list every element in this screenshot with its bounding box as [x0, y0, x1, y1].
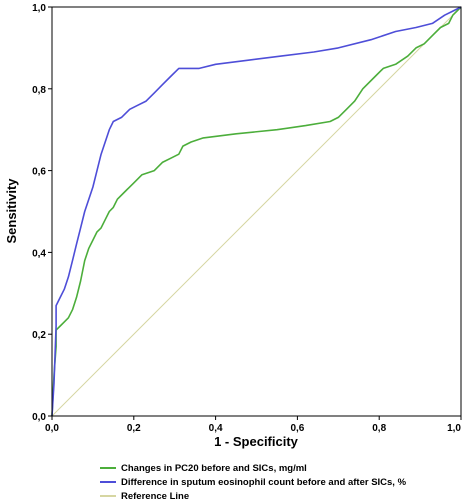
y-tick-label: 0,0 [32, 412, 46, 423]
legend-label-eosinophil: Difference in sputum eosinophil count be… [121, 477, 407, 488]
x-tick-label: 0,8 [372, 423, 386, 434]
y-axis-title: Sensitivity [4, 178, 19, 244]
legend-label-pc20: Changes in PC20 before and SICs, mg/ml [121, 463, 307, 474]
plot-frame [51, 6, 462, 417]
x-axis-title: 1 - Specificity [214, 434, 299, 449]
series-line-reference [51, 6, 462, 417]
x-tick-label: 0,4 [209, 423, 223, 434]
y-tick-label: 0,2 [32, 330, 46, 341]
legend: Changes in PC20 before and SICs, mg/ml D… [100, 463, 407, 502]
x-tick-label: 0,2 [127, 423, 141, 434]
x-tick-label: 0,6 [290, 423, 304, 434]
legend-label-reference: Reference Line [121, 491, 189, 502]
x-tick-label: 1,0 [447, 423, 461, 434]
x-tick-label: 0,0 [45, 423, 59, 434]
series-layer [51, 6, 462, 417]
y-tick-label: 0,6 [32, 167, 46, 178]
axis-layer: 0,0 0,2 0,4 0,6 0,8 1,0 0,0 0,2 0,4 0,6 0,8 1,0 [32, 3, 462, 434]
y-tick-label: 0,8 [32, 85, 46, 96]
series-line-pc20 [51, 6, 462, 417]
series-line-eosinophil [51, 6, 462, 417]
y-tick-label: 1,0 [32, 3, 46, 14]
y-tick-label: 0,4 [32, 248, 46, 259]
